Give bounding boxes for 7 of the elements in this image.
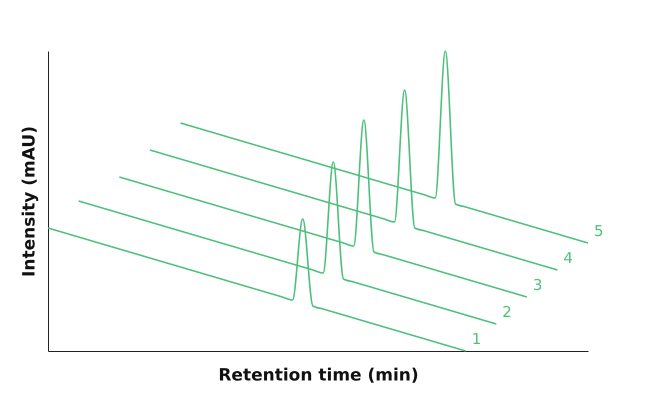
- series-label: 3: [532, 276, 542, 294]
- series-label: 5: [594, 222, 604, 240]
- x-axis-title: Retention time (min): [218, 366, 419, 386]
- y-axis-title: Intensity (mAU): [20, 126, 40, 277]
- series-label: 1: [472, 330, 482, 348]
- series-label: 2: [502, 303, 512, 321]
- series-label: 4: [563, 249, 573, 267]
